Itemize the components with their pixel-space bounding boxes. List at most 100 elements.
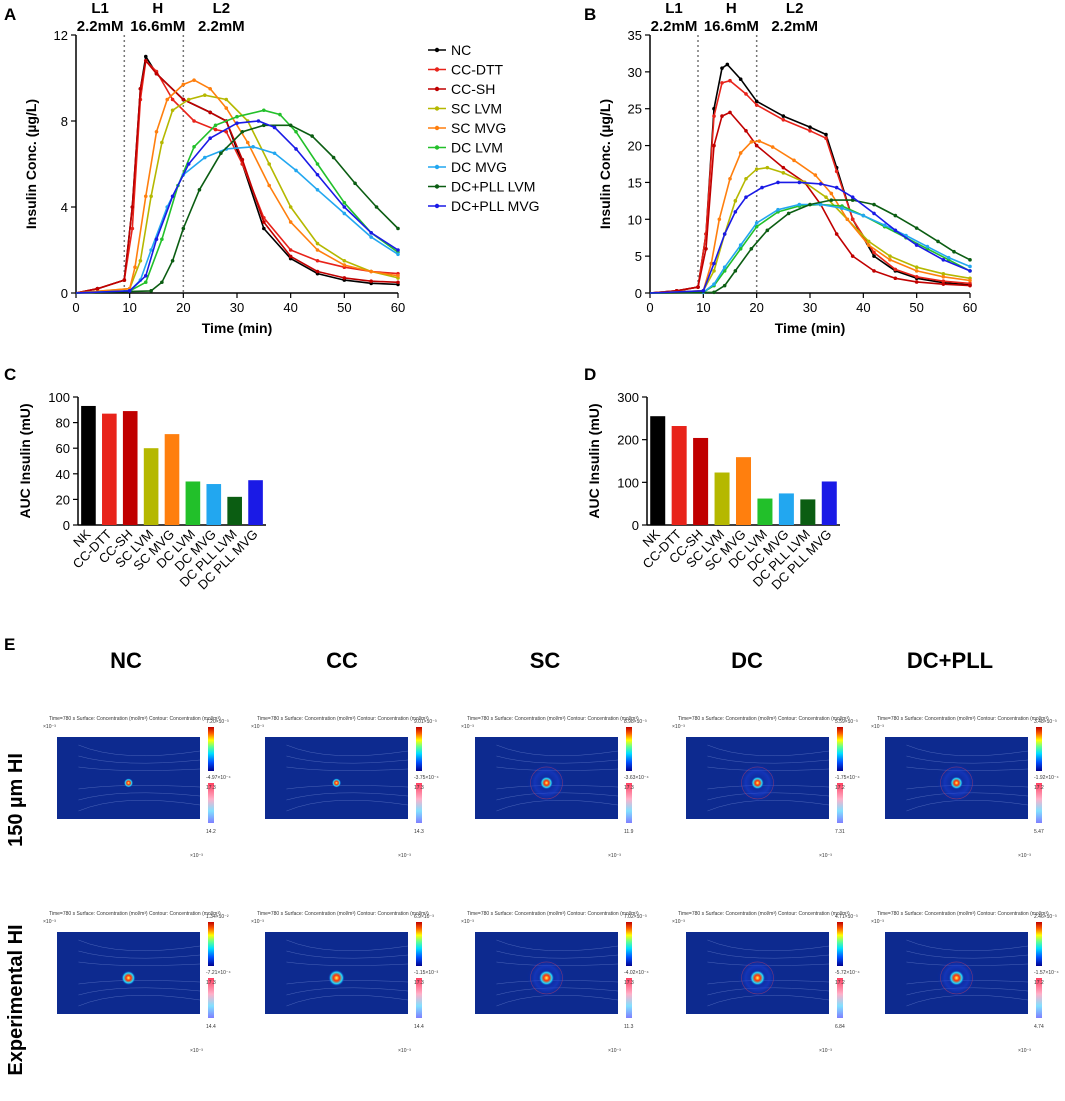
colorbar-max: 7.02×10⁻³ — [624, 914, 647, 920]
data-point — [850, 198, 855, 202]
data-point — [770, 145, 775, 149]
data-point — [941, 272, 946, 276]
data-point — [224, 97, 229, 102]
data-point — [208, 110, 212, 115]
colorbar-contour — [837, 783, 843, 823]
contour-max: 17.2 — [835, 785, 845, 791]
contour-max: 17.2 — [1034, 785, 1044, 791]
data-point — [256, 119, 261, 123]
plot-title: Time=780 s Surface: Concentration (mol/m… — [877, 911, 1049, 917]
contour-max: 17.3 — [206, 980, 216, 986]
colorbar-concentration — [416, 727, 422, 771]
y-tick-label: 30 — [628, 65, 642, 80]
data-point — [808, 125, 812, 129]
data-point — [181, 226, 186, 231]
data-point — [776, 180, 780, 185]
x-tick-label: 50 — [909, 300, 923, 315]
data-point — [272, 125, 277, 130]
data-point — [722, 283, 727, 288]
colorbar-concentration — [626, 727, 632, 771]
data-point — [396, 252, 400, 257]
data-point — [143, 54, 148, 59]
contour-line — [78, 950, 201, 959]
islet-hotspot — [950, 776, 963, 790]
data-point — [850, 217, 855, 222]
legend-entry: NC — [428, 42, 471, 58]
data-point — [834, 169, 839, 174]
x-exponent: ×10⁻³ — [190, 853, 203, 859]
x-tick-label: 10 — [696, 300, 710, 315]
data-point — [712, 269, 716, 273]
y-tick-label: 25 — [628, 102, 642, 117]
y-tick-label: 4 — [61, 200, 68, 215]
y-tick-label: 200 — [617, 433, 639, 448]
plot-title: Time=780 s Surface: Concentration (mol/m… — [877, 716, 1049, 722]
data-point — [872, 202, 876, 207]
colorbar-max: 5.59×10⁻³ — [835, 719, 858, 725]
legend-swatch-marker — [434, 145, 440, 150]
data-point — [192, 119, 196, 123]
bar — [778, 493, 794, 525]
contour-max: 17.3 — [206, 785, 216, 791]
colorbar-max: 3.48×10⁻³ — [1034, 719, 1057, 725]
x-tick-label: 20 — [749, 300, 763, 315]
data-point — [369, 269, 373, 274]
data-point — [968, 278, 972, 283]
legend-label: DC MVG — [451, 159, 507, 175]
x-tick-label: 20 — [176, 300, 190, 315]
contour-line — [286, 755, 409, 764]
x-tick-label: 0 — [72, 300, 79, 315]
simulation-plot: Time=780 s Surface: Concentration (mol/m… — [251, 911, 439, 1054]
data-point — [262, 123, 266, 128]
contour-max: 17.2 — [835, 980, 845, 986]
data-point — [203, 155, 207, 160]
data-point — [315, 172, 320, 177]
data-point — [342, 205, 347, 209]
data-point — [781, 171, 786, 175]
data-point — [154, 129, 159, 134]
x-exponent: ×10⁻³ — [1018, 853, 1031, 859]
data-point — [728, 176, 732, 181]
data-point — [824, 136, 828, 140]
data-point — [893, 276, 898, 281]
data-point — [342, 258, 347, 263]
data-point — [754, 143, 759, 148]
colorbar-min: -5.72×10⁻⁴ — [835, 970, 860, 976]
column-heading: NC — [110, 648, 142, 673]
y-exponent: ×10⁻³ — [871, 724, 884, 730]
data-point — [797, 180, 802, 185]
legend-label: DC+PLL MVG — [451, 198, 540, 214]
y-tick-label: 12 — [54, 28, 68, 43]
data-point — [872, 269, 876, 273]
series-dc-pll-mvg — [649, 180, 972, 294]
data-point — [754, 103, 759, 107]
legend-label: DC LVM — [451, 140, 503, 156]
contour-min: 6.84 — [835, 1024, 845, 1030]
data-point — [181, 97, 186, 102]
phase-label-line2: 16.6mM — [130, 18, 185, 35]
column-heading: SC — [530, 648, 561, 673]
colorbar-concentration — [837, 922, 843, 966]
y-tick-label: 35 — [628, 28, 642, 43]
islet-hotspot — [121, 970, 136, 986]
data-point — [224, 106, 229, 110]
colorbar-min: -7.21×10⁻⁴ — [206, 970, 231, 976]
data-point — [818, 202, 823, 207]
colorbar-min: -1.75×10⁻⁴ — [835, 775, 860, 781]
data-point — [738, 246, 743, 251]
colorbar-max: 7.20×10⁻³ — [206, 719, 229, 725]
data-point — [186, 97, 191, 102]
colorbar-concentration — [626, 922, 632, 966]
y-axis-label: Insulin Conc. (µg/L) — [23, 99, 39, 229]
y-tick-label: 60 — [56, 441, 70, 456]
data-point — [893, 267, 898, 272]
y-exponent: ×10⁻³ — [871, 919, 884, 925]
contour-line — [707, 755, 830, 764]
data-point — [267, 183, 272, 188]
data-point — [186, 162, 191, 166]
data-point — [968, 269, 972, 273]
data-point — [696, 285, 700, 289]
contour-line — [707, 939, 830, 952]
bar — [821, 481, 837, 525]
